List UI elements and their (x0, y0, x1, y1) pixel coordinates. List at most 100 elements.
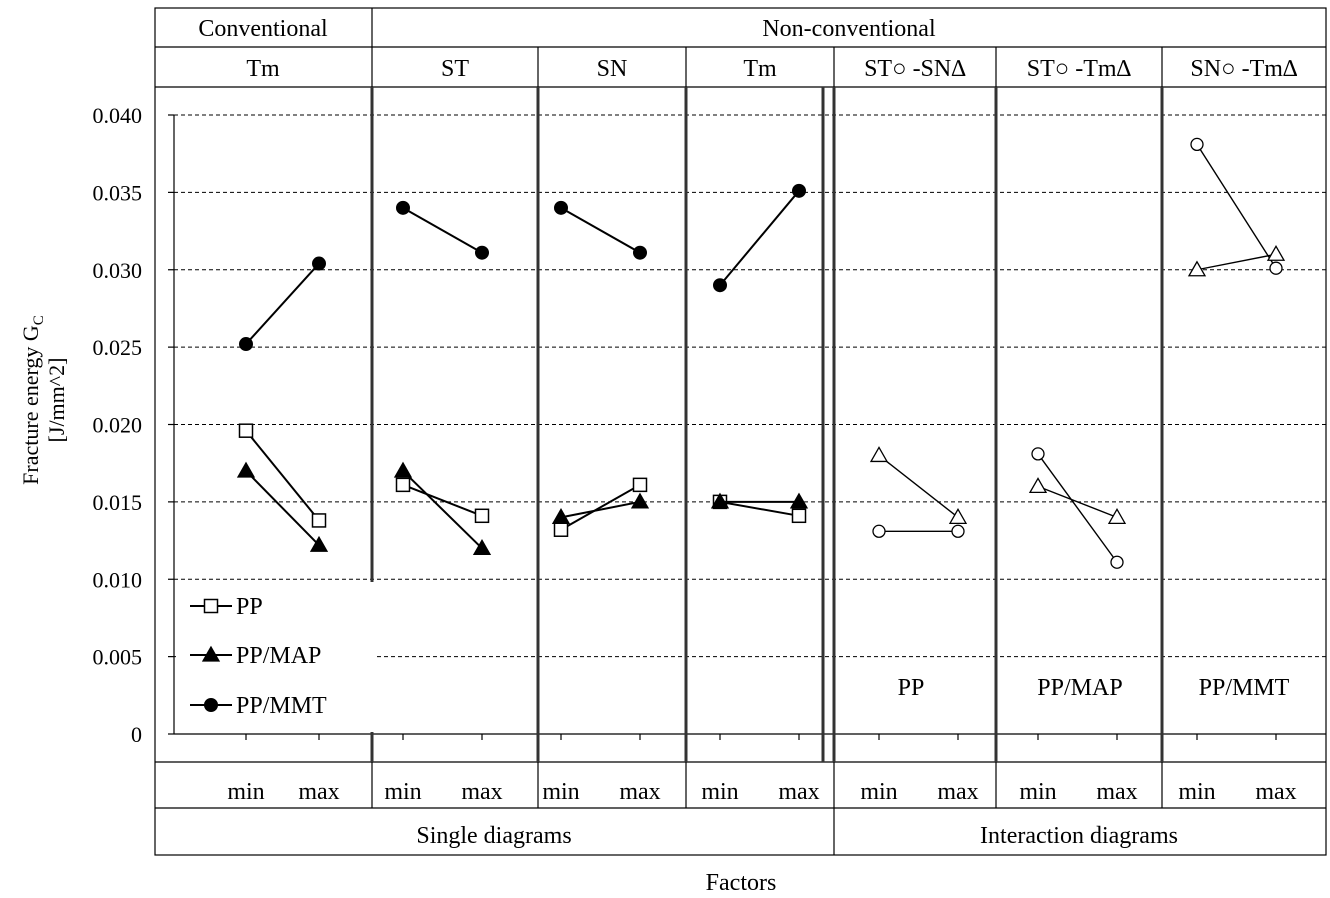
point-circle-max (1110, 555, 1124, 569)
point-pp-mmt-min (554, 200, 568, 215)
min-max-labels: min max min max min max min max min max min max min m… (227, 779, 1296, 805)
panel-label-pp: PP (898, 675, 925, 701)
point-triangle-min (1028, 477, 1048, 494)
y-tick-label: 0.010 (93, 567, 143, 592)
point-circle-min (872, 524, 886, 538)
panel-0 (236, 256, 329, 552)
series-line-pp-mmt (245, 262, 320, 345)
point-pp-mmt-min (713, 278, 727, 293)
series-line-pp-mmt (402, 206, 483, 254)
y-tick-labels: 0 0.005 0.010 0.015 0.020 0.025 0.030 0.035 0.04… (93, 103, 143, 747)
legend-marker (203, 598, 219, 614)
series-line-pp (719, 500, 800, 517)
header-factor-5: ST○ -Tm∆ (1027, 56, 1132, 82)
header-group-non-conventional: Non-conventional (762, 16, 936, 42)
point-pp-min (553, 522, 569, 537)
max-label: max (619, 779, 660, 805)
max-label: max (1096, 779, 1137, 805)
header-factor-2: SN (597, 56, 628, 82)
point-pp-map-min (393, 461, 413, 478)
max-label: max (461, 779, 502, 805)
min-label: min (1019, 779, 1056, 805)
point-pp-max (791, 508, 807, 524)
point-circle-max (951, 524, 965, 538)
panel-label-pp-map: PP/MAP (1037, 675, 1122, 701)
y-tick-label: 0.025 (93, 335, 143, 360)
min-label: min (701, 779, 738, 805)
min-label: min (227, 779, 264, 805)
legend-label: PP (236, 594, 263, 620)
min-label: min (542, 779, 579, 805)
y-axis-title-line2: [J/mm^2] (44, 358, 69, 443)
series-line-pp (245, 430, 320, 522)
y-axis-title-subscript: C (31, 315, 47, 325)
min-label: min (860, 779, 897, 805)
point-pp-mmt-max (475, 245, 489, 260)
series-line-pp-mmt (719, 190, 800, 286)
point-pp-map-min (551, 508, 571, 524)
point-pp-max (311, 513, 327, 528)
legend: PP PP/MAP PP/MMT (176, 582, 374, 732)
legend-marker (204, 698, 218, 712)
point-pp-map-max (630, 492, 650, 509)
point-pp-max (632, 477, 648, 493)
point-triangle-min (1187, 260, 1207, 277)
y-tick-label: 0.005 (93, 645, 143, 670)
footer-interaction-diagrams: Interaction diagrams (980, 823, 1178, 849)
point-pp-mmt-max (312, 256, 326, 271)
min-label: min (384, 779, 421, 805)
series-line-circle (1037, 453, 1118, 563)
header-factor-3: Tm (743, 56, 777, 82)
series-layer (236, 137, 1286, 569)
series-line-pp (402, 483, 483, 517)
series-line-triangle (1037, 485, 1118, 519)
header-factor-1: ST (441, 56, 469, 82)
point-triangle-max (1107, 508, 1127, 524)
y-tick-label: 0 (131, 722, 142, 747)
y-tick-label: 0.040 (93, 103, 143, 128)
max-label: max (937, 779, 978, 805)
min-label: min (1178, 779, 1215, 805)
point-pp-mmt-max (792, 183, 806, 198)
series-line-pp-map (560, 500, 641, 519)
footer-single-diagrams: Single diagrams (416, 823, 571, 849)
point-pp-map-max (789, 492, 809, 509)
max-label: max (778, 779, 819, 805)
point-pp-mmt-min (396, 200, 410, 215)
y-tick-label: 0.030 (93, 258, 143, 283)
table-frame (154, 7, 1327, 856)
series-line-triangle (878, 454, 959, 518)
point-circle-max (1269, 261, 1283, 275)
point-pp-min (395, 477, 411, 493)
header-group-conventional: Conventional (198, 16, 328, 42)
panel-6 (1187, 137, 1286, 277)
point-circle-min (1190, 137, 1204, 152)
point-pp-mmt-max (633, 245, 647, 260)
svg-text:Fracture energy GC: Fracture energy GC (18, 315, 47, 485)
panel-3 (710, 183, 809, 524)
max-label: max (298, 779, 339, 805)
legend-marker (201, 645, 221, 662)
gridlines (174, 114, 1326, 658)
x-axis-title: Factors (706, 870, 777, 896)
header-factor-6: SN○ -Tm∆ (1190, 56, 1297, 82)
point-pp-min (238, 423, 254, 438)
y-tick-label: 0.035 (93, 180, 143, 205)
y-tick-label: 0.020 (93, 413, 143, 438)
max-label: max (1255, 779, 1296, 805)
point-triangle-max (948, 508, 968, 524)
point-pp-mmt-min (239, 337, 253, 352)
legend-label: PP/MAP (236, 643, 321, 669)
point-pp-map-max (309, 535, 329, 552)
series-line-circle (1196, 144, 1277, 269)
y-tick-label: 0.015 (93, 490, 143, 515)
point-triangle-min (869, 446, 889, 463)
point-circle-min (1031, 447, 1045, 461)
y-axis (168, 114, 1326, 740)
header-factor-4: ST○ -SN∆ (864, 56, 966, 82)
series-line-triangle (1196, 253, 1277, 271)
legend-label: PP/MMT (236, 693, 327, 719)
point-pp-map-min (236, 461, 256, 478)
series-line-pp-map (245, 470, 320, 546)
